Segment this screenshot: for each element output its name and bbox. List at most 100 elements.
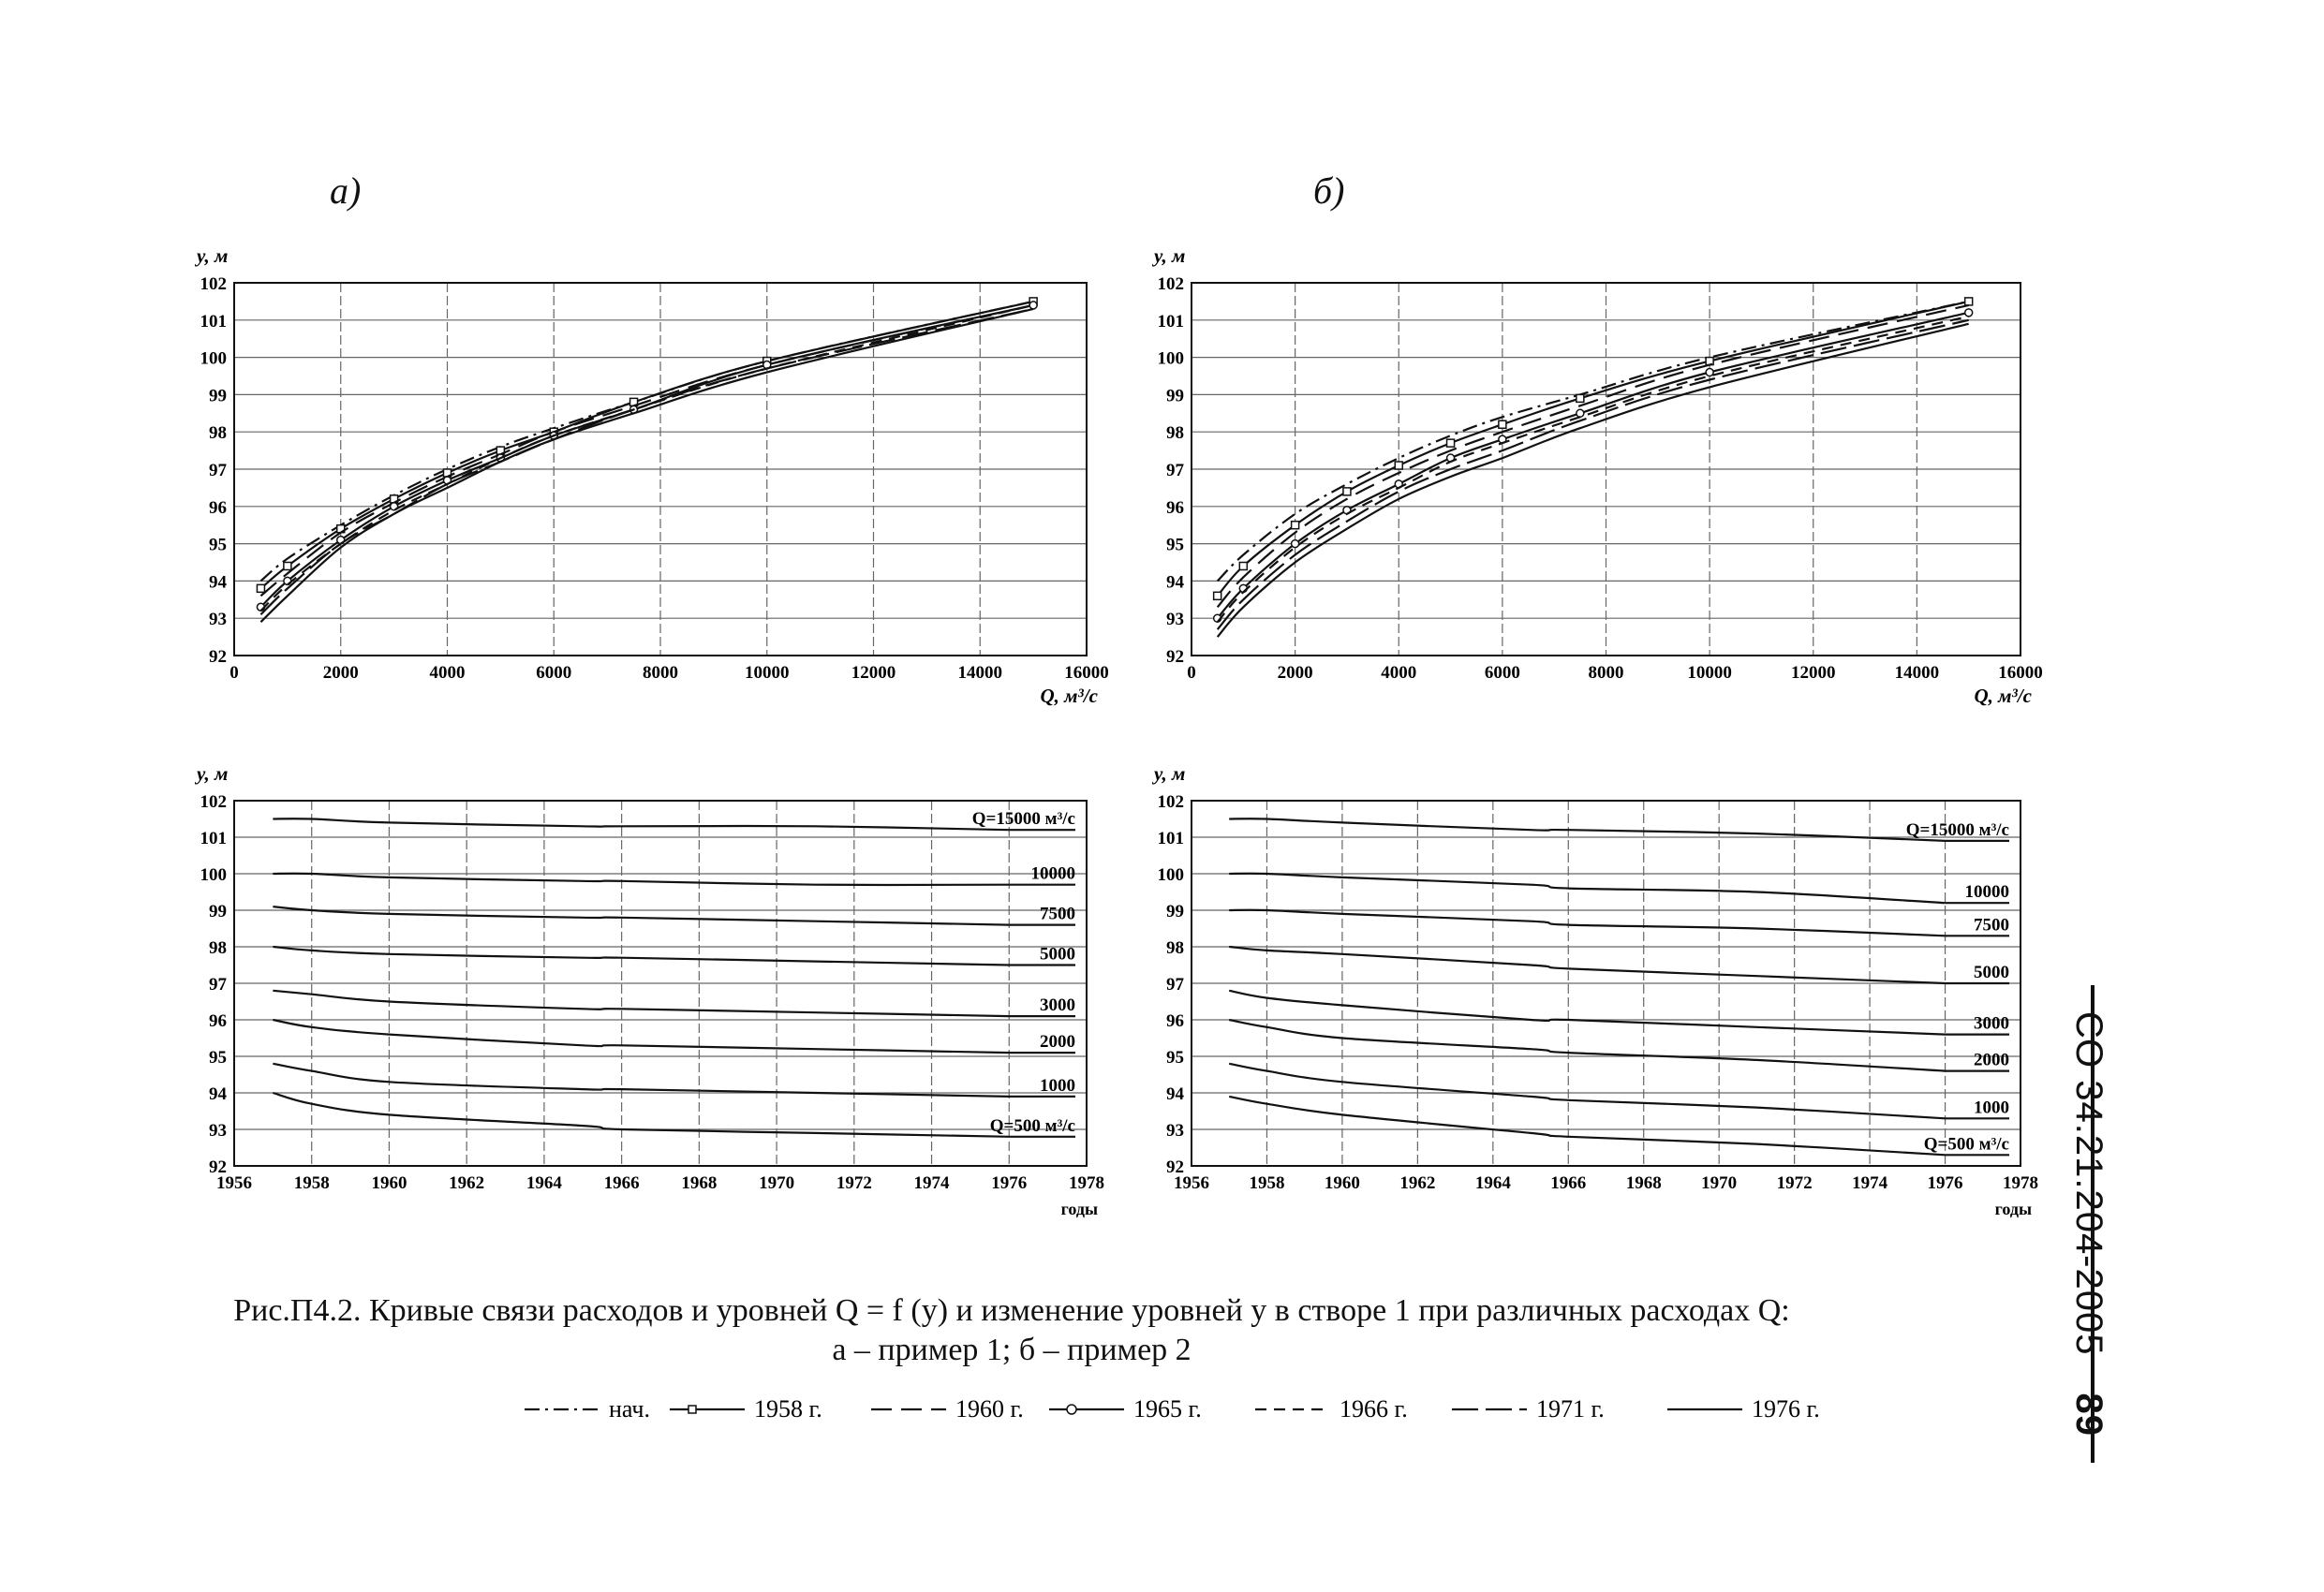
data-point (1963, 308, 1974, 317)
series-line (273, 818, 1010, 832)
legend-marker (688, 1405, 697, 1414)
side-rule (2091, 985, 2095, 1463)
x-tick-label: 1974 (1852, 1173, 1888, 1193)
x-tick-label: 14000 (1895, 663, 1940, 683)
x-tick-label: 1970 (759, 1173, 794, 1193)
y-tick-label: 102 (200, 274, 228, 294)
x-tick-label: 6000 (536, 663, 571, 683)
y-tick-label: 94 (209, 1084, 228, 1104)
legend-label: 1971 г. (1536, 1395, 1605, 1422)
series-line (273, 989, 1010, 1018)
data-point (1498, 420, 1507, 429)
series-line (259, 300, 1034, 582)
y-tick-label: 97 (209, 975, 228, 995)
series-line (1216, 322, 1969, 638)
x-tick-label: 4000 (430, 663, 466, 683)
y-axis-label: y, м (194, 244, 228, 267)
x-tick-label: 0 (1187, 663, 1196, 683)
y-tick-label: 100 (200, 349, 228, 369)
series-line (273, 1091, 1010, 1138)
x-tick-label: 1958 (1249, 1173, 1284, 1193)
data-point (1212, 591, 1222, 601)
series-label: 3000 (1040, 995, 1075, 1015)
y-tick-label: 92 (1166, 1157, 1184, 1177)
series-label: 1000 (1974, 1098, 2009, 1117)
figure-caption-line1: Рис.П4.2. Кривые связи расходов и уровне… (233, 1293, 1790, 1328)
x-tick-label: 1964 (1475, 1173, 1512, 1193)
legend-label: 1976 г. (1752, 1395, 1820, 1422)
data-point (256, 583, 266, 594)
legend-label: 1958 г. (754, 1395, 822, 1422)
data-point (1394, 461, 1403, 470)
data-point (1576, 408, 1585, 419)
x-axis-label: Q, м³/с (1974, 685, 2032, 707)
x-tick-label: 1972 (1777, 1173, 1813, 1193)
legend-label: нач. (609, 1395, 650, 1422)
figure-caption-line2: а – пример 1; б – пример 2 (832, 1333, 1192, 1367)
data-point (1576, 393, 1585, 404)
x-axis-label: годы (1061, 1200, 1098, 1218)
chart-a-bottom: 1956 1958 1960 1962 1964 1966 1968 1970 1972 1974… (194, 762, 1104, 1218)
x-tick-label: 4000 (1381, 663, 1416, 683)
y-tick-label: 95 (209, 1048, 227, 1068)
y-axis-label: y, м (194, 762, 228, 785)
series-label: Q=500 м³/с (1924, 1134, 2009, 1154)
y-tick-label: 101 (200, 312, 228, 332)
series-label: 7500 (1974, 915, 2009, 935)
series-label: 10000 (1031, 864, 1076, 884)
x-tick-label: 8000 (1589, 663, 1624, 683)
x-tick-label: 1976 (1928, 1173, 1963, 1193)
y-tick-label: 99 (209, 386, 227, 405)
y-tick-label: 93 (1166, 610, 1184, 629)
document-code-label: СО 34.21.204-2005 (2068, 1011, 2109, 1356)
y-tick-label: 94 (1166, 572, 1185, 592)
series-label: 7500 (1040, 905, 1075, 924)
y-tick-label: 102 (200, 792, 228, 812)
x-tick-label: 6000 (1485, 663, 1520, 683)
x-tick-label: 12000 (1791, 663, 1836, 683)
x-tick-label: 1968 (681, 1173, 717, 1193)
series-label: 2000 (1040, 1032, 1075, 1052)
legend-item: 1960 г. (871, 1395, 1024, 1422)
x-tick-label: 1960 (371, 1173, 407, 1193)
series-label: Q=15000 м³/с (972, 809, 1075, 829)
series-line (259, 303, 1034, 612)
x-tick-label: 16000 (1064, 663, 1109, 683)
y-tick-label: 96 (1166, 1011, 1184, 1031)
x-tick-label: 1966 (604, 1173, 640, 1193)
series-line (1228, 1095, 1946, 1157)
y-tick-label: 99 (209, 902, 227, 921)
series-line (1216, 303, 1969, 609)
y-tick-label: 96 (209, 1011, 227, 1031)
y-tick-label: 99 (1166, 386, 1184, 405)
y-tick-label: 93 (209, 610, 227, 629)
y-tick-label: 102 (1158, 792, 1185, 812)
x-tick-label: 10000 (1687, 663, 1732, 683)
series-line (1216, 311, 1969, 619)
y-axis-label: y, м (1151, 244, 1185, 267)
series-line (259, 303, 1034, 597)
y-tick-label: 93 (209, 1121, 227, 1141)
series-line (1228, 989, 1946, 1036)
x-tick-label: 10000 (745, 663, 790, 683)
y-tick-label: 92 (1166, 647, 1184, 667)
series-line (273, 872, 1010, 887)
x-tick-label: 1966 (1550, 1173, 1586, 1193)
x-tick-label: 1960 (1325, 1173, 1360, 1193)
legend-label: 1960 г. (955, 1395, 1024, 1422)
series-label: Q=500 м³/с (990, 1116, 1075, 1136)
data-point (1029, 301, 1038, 310)
series-label: 1000 (1040, 1076, 1075, 1096)
y-tick-label: 95 (1166, 1048, 1184, 1068)
y-tick-label: 95 (1166, 536, 1184, 555)
data-point (1290, 538, 1300, 549)
y-tick-label: 101 (1158, 829, 1185, 848)
y-tick-label: 98 (209, 938, 227, 958)
x-tick-label: 2000 (323, 663, 359, 683)
plot-frame (233, 800, 1088, 1167)
y-tick-label: 93 (1166, 1121, 1184, 1141)
panel-label-b: б) (1313, 170, 1345, 212)
panel-label-a: а) (330, 170, 362, 212)
y-tick-label: 94 (209, 572, 228, 592)
plot-frame (1191, 800, 2021, 1167)
